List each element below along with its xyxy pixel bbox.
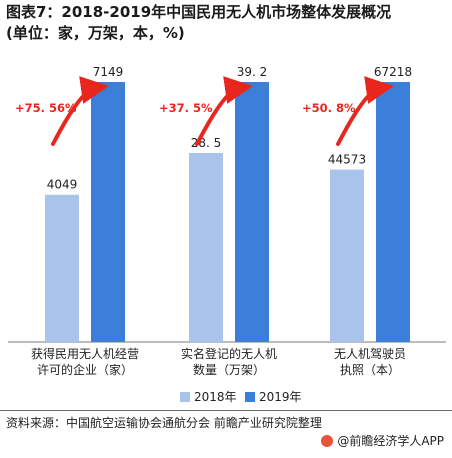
category-label: 实名登记的无人机 [181, 346, 277, 361]
value-label-2019: 67218 [374, 65, 412, 79]
legend: 2018年 2019年 [180, 390, 302, 404]
subtitle-line: (单位：家，万架，本，%) [6, 24, 185, 42]
bar-2018 [189, 152, 223, 342]
bar-2018 [330, 169, 364, 342]
brand-mark: @前瞻经济学人APP [321, 432, 444, 449]
growth-label: +37. 5% [159, 101, 213, 115]
category-label: 数量（万架） [193, 362, 265, 377]
value-label-2019: 39. 2 [237, 65, 268, 79]
legend-swatch [180, 392, 190, 402]
category-label: 执照（本） [340, 363, 400, 377]
source-text: 资料来源：中国航空运输协会通航分会 前瞻产业研究院整理 [6, 416, 322, 430]
bar-2019 [376, 82, 410, 342]
value-label-2019: 7149 [93, 65, 124, 79]
bar-2018 [45, 194, 79, 342]
brand-logo-icon [321, 434, 334, 447]
title-line: 图表7：2018-2019年中国民用无人机市场整体发展概况 [6, 3, 392, 21]
growth-arrow [195, 76, 253, 146]
category-label: 获得民用无人机经营 [31, 346, 139, 361]
bar-2019 [235, 82, 269, 342]
category-label: 无人机驾驶员 [334, 346, 406, 361]
legend-swatch [245, 392, 255, 402]
category-label: 许可的企业（家） [37, 362, 133, 377]
bars-layer [45, 82, 410, 342]
growth-arrow [51, 76, 109, 146]
legend-label: 2019年 [259, 390, 302, 404]
chart-title: 图表7：2018-2019年中国民用无人机市场整体发展概况 (单位：家，万架，本… [6, 2, 446, 44]
value-label-2018: 44573 [328, 153, 366, 167]
value-label-2018: 4049 [47, 178, 78, 192]
bar-2019 [91, 82, 125, 342]
growth-arrow [336, 76, 394, 146]
growth-label: +75. 56% [15, 101, 77, 115]
footer-divider [0, 410, 452, 411]
growth-label: +50. 8% [302, 101, 356, 115]
brand-text: @前瞻经济学人APP [337, 434, 444, 448]
legend-label: 2018年 [194, 390, 237, 404]
